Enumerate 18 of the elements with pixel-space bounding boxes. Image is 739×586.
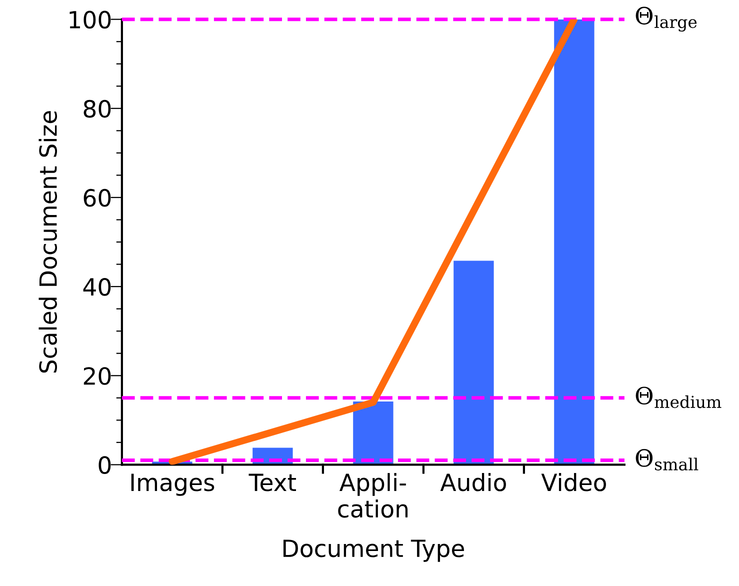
y-tick-label: 80 [84, 100, 111, 118]
x-tick-label: Video [541, 473, 606, 492]
x-tick-label: Text [248, 474, 296, 492]
ref-line-label: Θ$_{large}$ [636, 6, 697, 32]
x-tick-label: Images [131, 474, 214, 496]
x-tick-label: Appli- cation [338, 473, 408, 518]
bar [454, 260, 494, 465]
ref-line-label: Θ$_{small}$ [636, 449, 698, 470]
bar [554, 19, 594, 465]
y-axis-title: Scaled Document Size [38, 111, 58, 373]
y-tick-label: 0 [98, 456, 111, 474]
x-axis-title: Document Type [283, 540, 464, 562]
y-tick-label: 40 [83, 278, 111, 296]
y-tick-label: 60 [84, 188, 111, 207]
x-tick-label: Audio [440, 473, 506, 492]
y-tick-label: 20 [84, 367, 111, 385]
y-tick-label: 100 [70, 10, 111, 29]
ref-line-label: Θ$_{medium}$ [636, 386, 722, 408]
